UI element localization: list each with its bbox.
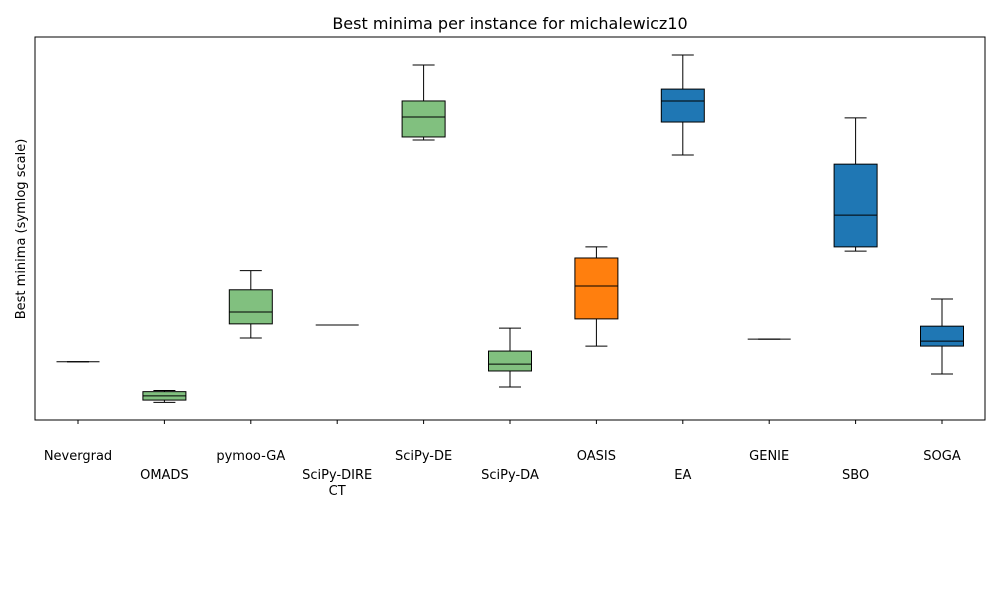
x-tick-label-scipy-direct: SciPy-DIRE: [302, 468, 372, 483]
box-body-scipy-de: [401, 100, 446, 138]
box-body-soga: [920, 325, 964, 347]
x-tick-label-soga: SOGA: [923, 449, 961, 464]
chart-title: Best minima per instance for michalewicz…: [332, 14, 687, 33]
box-scipy-de: [401, 64, 446, 141]
boxes-group: [56, 54, 964, 403]
box-oasis: [574, 246, 619, 347]
box-body-ea: [660, 88, 705, 123]
box-omads: [142, 390, 187, 403]
x-tick-label-genie: GENIE: [749, 449, 789, 464]
x-tick-label-scipy-da: SciPy-DA: [481, 468, 539, 483]
box-body-oasis: [574, 257, 619, 320]
box-sbo: [833, 117, 878, 252]
x-tick-label-nevergrad: Nevergrad: [44, 449, 112, 464]
x-tick-label-sbo: SBO: [842, 468, 869, 483]
box-body-scipy-da: [488, 350, 532, 372]
box-body-pymoo-ga: [228, 289, 273, 325]
box-ea: [660, 54, 705, 156]
x-tick-label-scipy-de: SciPy-DE: [395, 449, 452, 464]
box-soga: [920, 298, 964, 375]
x-tick-label-scipy-direct: CT: [329, 484, 346, 499]
box-body-sbo: [833, 163, 878, 248]
y-axis-label: Best minima (symlog scale): [14, 139, 29, 320]
x-tick-label-pymoo-ga: pymoo-GA: [216, 449, 285, 464]
x-tick-label-ea: EA: [674, 468, 691, 483]
box-pymoo-ga: [228, 270, 273, 339]
x-tick-label-omads: OMADS: [140, 468, 189, 483]
box-scipy-da: [488, 327, 532, 388]
x-tick-label-oasis: OASIS: [577, 449, 616, 464]
